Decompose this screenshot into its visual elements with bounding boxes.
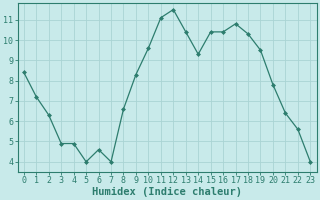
- X-axis label: Humidex (Indice chaleur): Humidex (Indice chaleur): [92, 186, 242, 197]
